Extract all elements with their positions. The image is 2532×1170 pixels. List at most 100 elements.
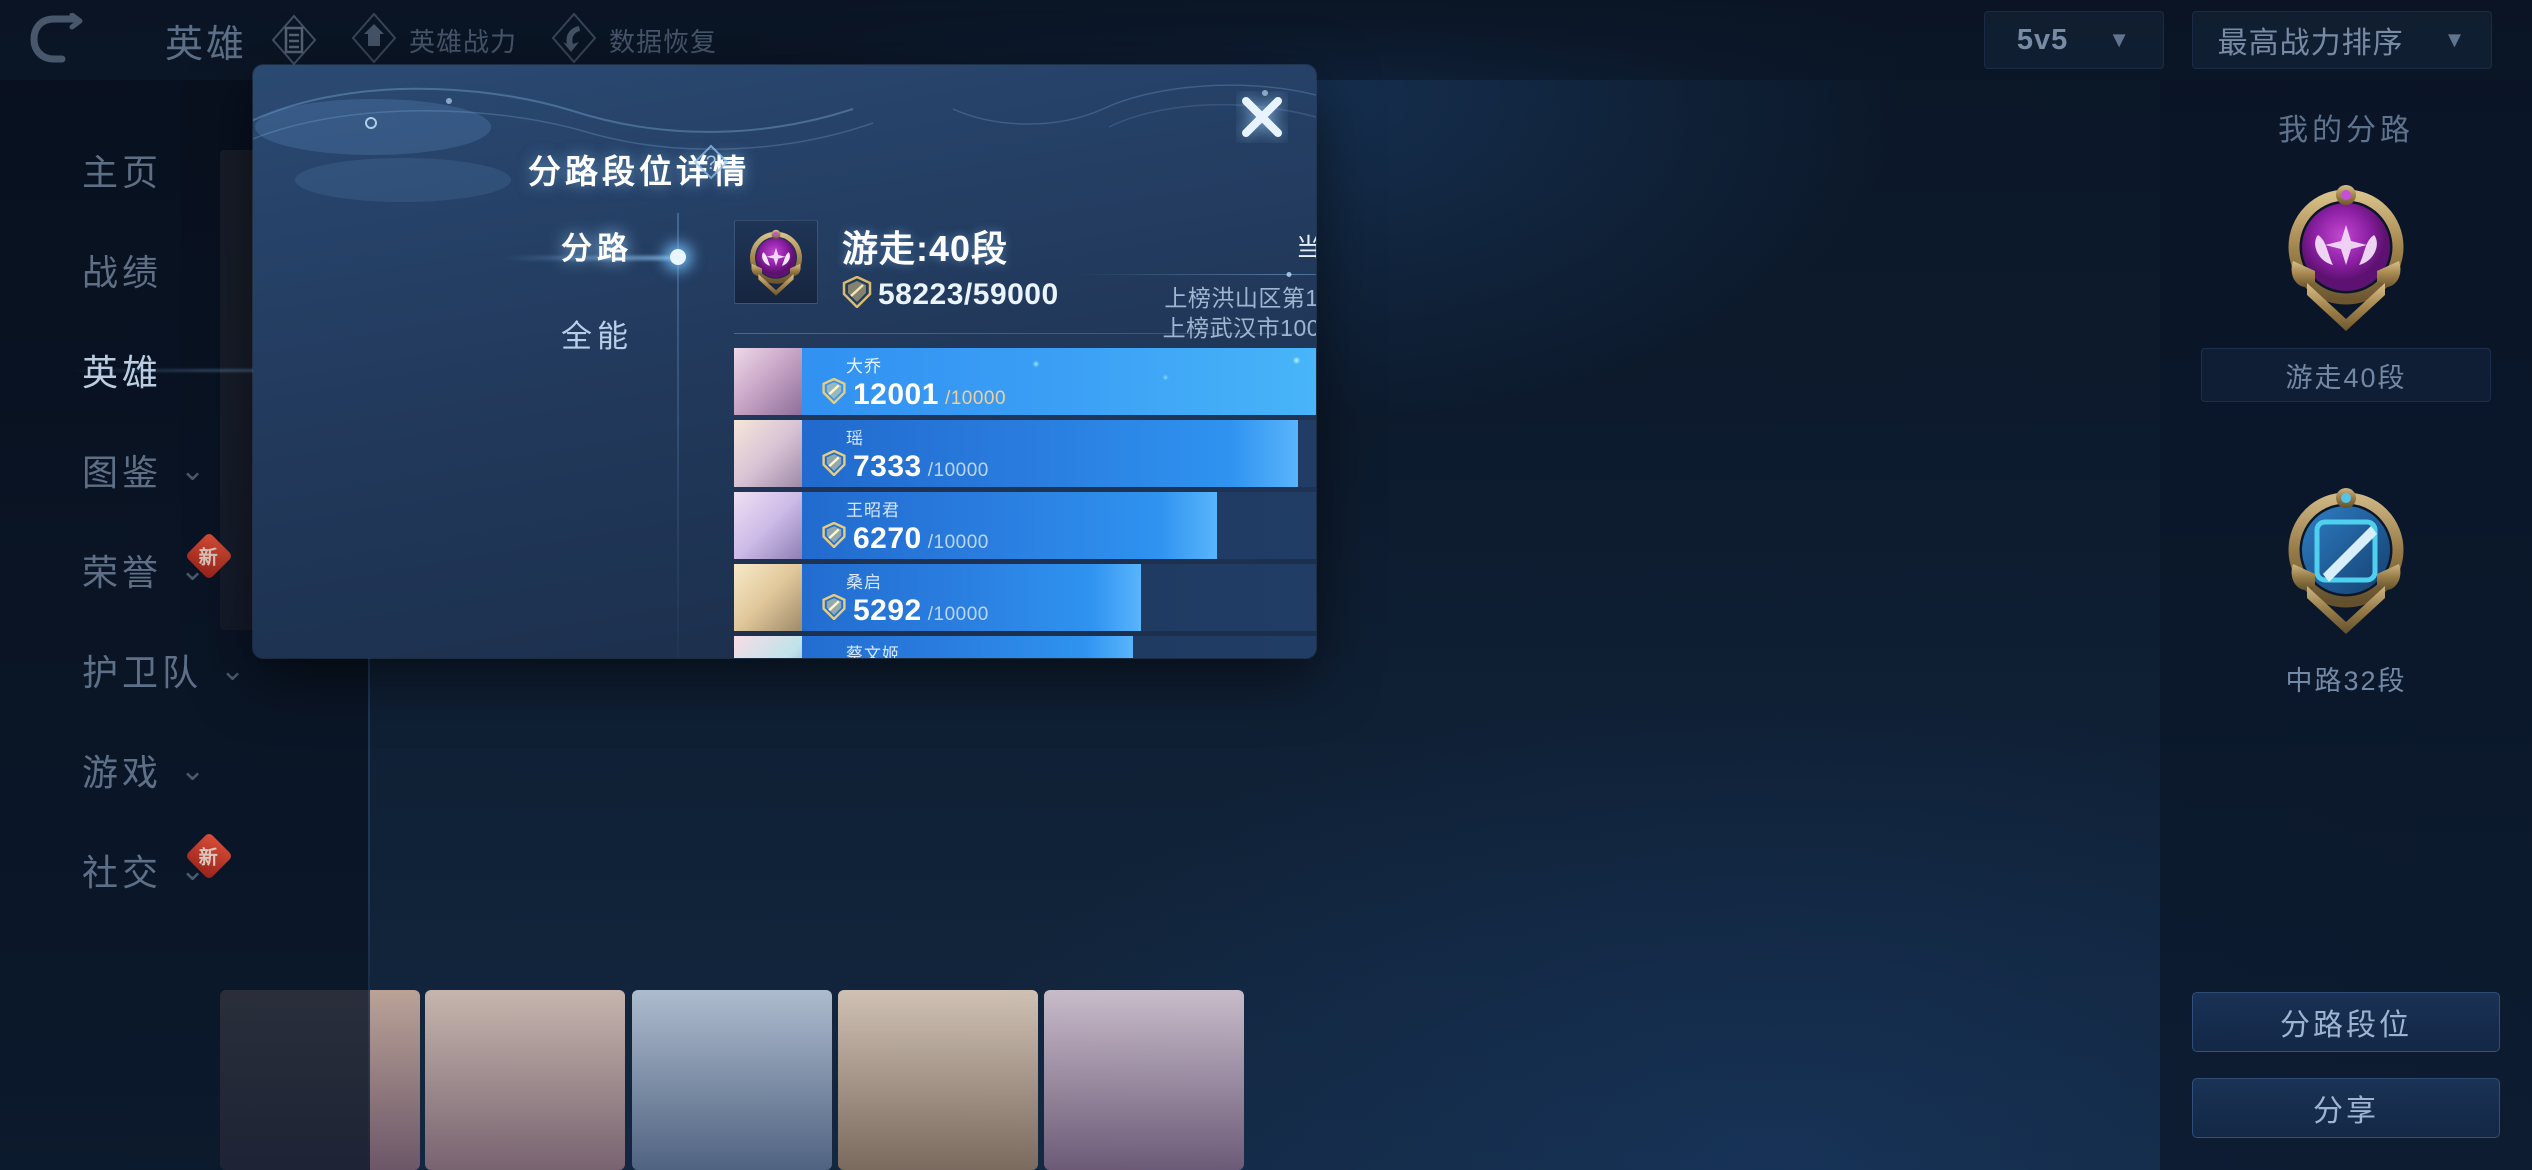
- hero-name: 瑶: [846, 428, 864, 448]
- hero-power-max: /10000: [927, 603, 989, 625]
- data-restore-label: 数据恢复: [609, 26, 718, 57]
- tab-rail: [677, 213, 679, 658]
- sparkle-decor: [1164, 376, 1167, 379]
- hero-power-value: 12001: [853, 377, 939, 411]
- share-button-wrap: 分享: [2192, 1078, 2500, 1138]
- gold-shield-icon: [822, 377, 846, 409]
- hero-bar-row[interactable]: 桑启 5292/10000: [734, 564, 1316, 631]
- hero-power-value: 5292: [853, 593, 922, 627]
- sidebar-item-label: 图鉴: [82, 452, 163, 493]
- bar-text-block: 王昭君 6270/10000: [822, 492, 989, 559]
- rank-pill-primary[interactable]: 游走40段: [2201, 348, 2491, 402]
- help-question-icon[interactable]: ?: [693, 144, 729, 180]
- hero-card[interactable]: [632, 990, 832, 1170]
- route-rank-button[interactable]: 分路段位: [2192, 992, 2500, 1052]
- sidebar-item-1[interactable]: 战绩: [0, 225, 370, 315]
- bar-text-block: 蔡文姬5180/10000: [822, 636, 989, 659]
- mode-dropdown-label: 5v5: [2016, 23, 2069, 56]
- gold-shield-icon: [842, 275, 872, 313]
- sidebar-item-6[interactable]: 游戏 ⌄: [0, 725, 370, 815]
- hero-bar-row[interactable]: 蔡文姬5180/10000: [734, 636, 1316, 658]
- rank-status-text: 当前排名暂无排名: [1295, 234, 1316, 262]
- hero-power-bar-chart[interactable]: 大乔 12001/10000 瑶 7333/10000 王昭君 6270/10000 桑启 5…: [734, 348, 1316, 658]
- mode-dropdown[interactable]: 5v5 ▼: [1984, 11, 2164, 69]
- top-bar-controls: 5v5 ▼ 最高战力排序 ▼: [1956, 11, 2532, 69]
- modal-tab-1[interactable]: 全能: [561, 318, 633, 354]
- sidebar-item-label: 主页: [82, 152, 163, 193]
- hero-score-row: 5292/10000: [822, 593, 989, 628]
- hero-power-max: /10000: [944, 387, 1007, 409]
- sidebar-item-label: 战绩: [82, 252, 163, 293]
- sidebar-item-label: 社交: [82, 852, 163, 893]
- list-icon[interactable]: [271, 14, 317, 66]
- hero-portrait: [734, 492, 802, 559]
- modal-tab-list: 分路 全能: [507, 215, 687, 363]
- bar-fill: [734, 420, 1299, 487]
- page-title: 英雄: [165, 23, 248, 66]
- sidebar-item-5[interactable]: 护卫队 ⌄: [0, 625, 370, 715]
- purple-rank-emblem: [2271, 179, 2421, 334]
- rank-block-primary: 游走40段: [2160, 179, 2532, 402]
- route-rank-button-wrap: 分路段位: [2192, 992, 2500, 1052]
- bar-text-block: 瑶 7333/10000: [822, 420, 989, 487]
- hero-name: 桑启: [846, 572, 882, 592]
- header-score-value: 58223/59000: [878, 277, 1059, 311]
- header-ranking-info: 当前排名暂无排名 上榜洪山区第10需要战力115223 上榜武汉市100强需要战…: [1074, 228, 1316, 344]
- modal-tab-0[interactable]: 分路: [561, 230, 633, 266]
- bar-text-block: 大乔 12001/10000: [822, 348, 1006, 415]
- hero-bar-row[interactable]: 大乔 12001/10000: [734, 348, 1316, 415]
- tab-spacer: [507, 275, 687, 303]
- sidebar-item-4[interactable]: 荣誉 ⌄ 新: [0, 525, 370, 615]
- blue-rank-emblem: [2271, 482, 2421, 637]
- hero-score-row: 6270/10000: [822, 521, 989, 556]
- sidebar-item-label: 游戏: [82, 752, 163, 793]
- sparkle-decor: [1294, 358, 1299, 363]
- data-restore-link[interactable]: 数据恢复: [551, 11, 718, 69]
- sidebar-item-7[interactable]: 社交 ⌄ 新: [0, 825, 370, 915]
- hero-card[interactable]: [1044, 990, 1244, 1170]
- hero-card[interactable]: [425, 990, 625, 1170]
- chevron-down-icon: ⌄: [180, 453, 206, 487]
- right-panel-title: 我的分路: [2278, 114, 2414, 147]
- hero-bar-row[interactable]: 王昭君 6270/10000: [734, 492, 1316, 559]
- new-badge-label: 新: [199, 847, 219, 869]
- back-arrow-icon[interactable]: [0, 0, 120, 80]
- sidebar-item-0[interactable]: 主页: [0, 125, 370, 215]
- close-x-icon[interactable]: [1230, 85, 1294, 149]
- chevron-down-icon: ⌄: [220, 653, 246, 687]
- data-restore-icon: [551, 11, 597, 69]
- sort-dropdown[interactable]: 最高战力排序 ▼: [2192, 11, 2492, 69]
- rank-pill-secondary[interactable]: 中路32段: [2285, 665, 2407, 696]
- route-rank-detail-modal: 分路段位详情 ? 分路 全能 游走:40段: [253, 65, 1316, 658]
- sidebar-item-3[interactable]: 图鉴 ⌄: [0, 425, 370, 515]
- hero-power-max: /10000: [927, 531, 989, 553]
- sidebar-active-streak: [68, 369, 368, 372]
- bar-text-block: 桑启 5292/10000: [822, 564, 989, 631]
- chevron-down-icon: ▼: [2108, 27, 2132, 52]
- modal-title: 分路段位详情: [528, 153, 750, 190]
- right-panel: 我的分路 游走40段: [2160, 80, 2532, 1170]
- chevron-down-icon: ▼: [2443, 27, 2467, 52]
- hero-portrait: [734, 420, 802, 487]
- hero-name: 大乔: [846, 356, 882, 376]
- divider: [1074, 274, 1316, 275]
- hero-portrait: [734, 348, 802, 415]
- sidebar-item-label: 护卫队: [82, 652, 203, 693]
- hero-score-row: 12001/10000: [822, 377, 1007, 412]
- hero-power-link[interactable]: 英雄战力: [351, 11, 517, 69]
- share-button[interactable]: 分享: [2192, 1078, 2500, 1138]
- hero-card[interactable]: [838, 990, 1038, 1170]
- gold-shield-icon: [822, 593, 846, 625]
- hero-portrait: [734, 564, 802, 631]
- sidebar-item-label: 英雄: [82, 352, 163, 393]
- modal-header-stats: 游走:40段 58223/59000 当前排名暂无排名 上榜洪山区第10需要战力…: [734, 220, 1316, 341]
- sort-dropdown-label: 最高战力排序: [2217, 27, 2404, 60]
- bar-fill: [734, 492, 1217, 559]
- tab-streak-glow: [503, 256, 673, 260]
- hero-power-value: 7333: [853, 449, 922, 483]
- sidebar-item-label: 荣誉: [82, 552, 163, 593]
- tab-active-indicator: [670, 249, 686, 265]
- hero-bar-row[interactable]: 瑶 7333/10000: [734, 420, 1316, 487]
- bar-fill: [734, 636, 1133, 658]
- requirement-line: 上榜武汉市100强需要战力81456: [1162, 315, 1316, 342]
